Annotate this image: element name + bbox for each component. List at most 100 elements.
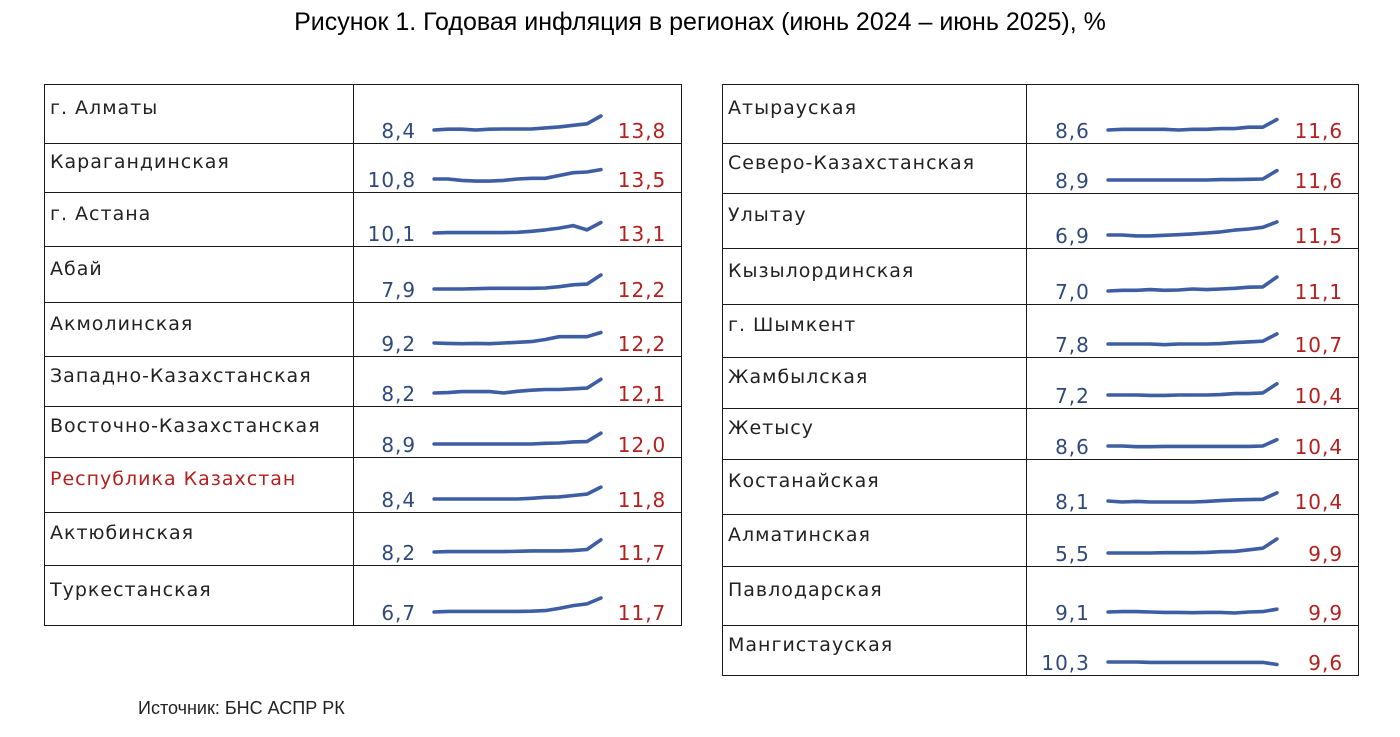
start-value-label: 8,6 — [1055, 119, 1090, 143]
end-value-label: 11,8 — [618, 488, 667, 512]
start-value-label: 6,7 — [381, 601, 416, 625]
sparkline-series — [432, 167, 603, 183]
end-value-label: 11,6 — [1295, 169, 1344, 193]
sparkline-chart: 7,9 12,2 — [381, 273, 667, 302]
start-value-label: 5,5 — [1055, 542, 1090, 566]
start-value-label: 10,1 — [368, 222, 417, 246]
sparkline-series — [432, 431, 603, 446]
trend-cell: 6,7 11,7 — [353, 565, 682, 626]
sparkline-series — [1106, 332, 1279, 347]
sparkline-chart: 10,1 13,1 — [368, 220, 665, 246]
region-name-cell: г. Астана — [44, 192, 354, 247]
table-row: Туркестанская 6,7 11,7 — [44, 565, 682, 626]
end-value-label: 11,7 — [618, 601, 667, 625]
sparkline-series — [1106, 660, 1279, 667]
region-name: Северо-Казахстанская — [728, 151, 976, 174]
sparkline-chart: 8,9 12,0 — [381, 431, 667, 457]
trend-cell: 9,1 9,9 — [1026, 566, 1359, 626]
table-row: Западно-Казахстанская 8,2 12,1 — [44, 356, 682, 407]
table-row: Республика Казахстан 8,4 11,8 — [44, 457, 682, 513]
region-name-cell: Акмолинская — [44, 302, 354, 357]
end-value-label: 9,9 — [1308, 542, 1343, 566]
start-value-label: 9,2 — [381, 332, 416, 356]
sparkline-series — [432, 330, 603, 346]
region-name: Павлодарская — [728, 579, 883, 601]
table-row: Павлодарская 9,1 9,9 — [722, 566, 1359, 626]
table-row: Восточно-Казахстанская 8,9 12,0 — [44, 406, 682, 458]
region-name-cell: Жетысу — [722, 408, 1027, 460]
region-name: Кызылординская — [728, 259, 915, 282]
end-value-label: 12,2 — [618, 278, 667, 302]
end-value-label: 13,5 — [618, 168, 667, 192]
sparkline-series — [1106, 275, 1279, 293]
end-value-label: 9,9 — [1308, 601, 1343, 625]
region-name-cell: г. Алматы — [44, 84, 354, 144]
sparkline-chart: 6,9 11,5 — [1055, 220, 1344, 248]
trend-cell: 8,2 11,7 — [353, 512, 682, 566]
end-value-label: 10,4 — [1295, 435, 1344, 459]
table-row: Жетысу 8,6 10,4 — [722, 408, 1359, 460]
sparkline-chart: 8,4 13,8 — [381, 114, 665, 143]
end-value-label: 10,4 — [1295, 490, 1344, 514]
sparkline-series — [432, 596, 603, 614]
region-name: Жетысу — [728, 417, 814, 439]
region-name-cell: г. Шымкент — [722, 304, 1027, 358]
start-value-label: 6,9 — [1055, 224, 1090, 248]
end-value-label: 12,2 — [618, 332, 667, 356]
end-value-label: 12,0 — [618, 433, 667, 457]
sparkline-chart: 7,2 10,4 — [1055, 382, 1342, 408]
sparkline-series — [432, 220, 603, 235]
table-row: Актюбинская 8,2 11,7 — [44, 512, 682, 566]
table-row: Акмолинская 9,2 12,2 — [44, 302, 682, 357]
region-name: Абай — [50, 257, 103, 280]
table-row: г. Алматы 8,4 13,8 — [44, 84, 682, 144]
region-name: Акмолинская — [50, 312, 194, 335]
region-name-cell: Туркестанская — [44, 565, 354, 626]
sparkline-chart: 5,5 9,9 — [1055, 537, 1343, 566]
start-value-label: 8,6 — [1055, 435, 1090, 459]
sparkline-chart: 9,1 9,9 — [1055, 601, 1343, 625]
table-row: Атырауская 8,6 11,6 — [722, 84, 1359, 144]
start-value-label: 7,0 — [1055, 280, 1090, 304]
region-name: Республика Казахстан — [50, 468, 297, 490]
sparkline-chart: 9,2 12,2 — [381, 330, 667, 356]
start-value-label: 9,1 — [1055, 601, 1090, 625]
trend-cell: 8,2 12,1 — [353, 356, 682, 407]
table-row: Костанайская 8,1 10,4 — [722, 459, 1359, 515]
trend-cell: 8,4 11,8 — [353, 457, 682, 513]
region-name-cell: Мангистауская — [722, 625, 1027, 676]
start-value-label: 8,9 — [381, 433, 416, 457]
table-row: Карагандинская 10,8 13,5 — [44, 143, 682, 193]
trend-cell: 8,6 10,4 — [1026, 408, 1359, 460]
sparkline-series — [1106, 537, 1279, 555]
end-value-label: 11,1 — [1295, 280, 1344, 304]
trend-cell: 10,3 9,6 — [1026, 625, 1359, 676]
sparkline-chart: 6,7 11,7 — [381, 596, 667, 625]
table-row: Абай 7,9 12,2 — [44, 246, 682, 303]
region-name-cell: Жамбылская — [722, 357, 1027, 409]
trend-cell: 9,2 12,2 — [353, 302, 682, 357]
end-value-label: 9,6 — [1308, 651, 1343, 675]
end-value-label: 10,7 — [1295, 333, 1344, 357]
region-name: Мангистауская — [728, 633, 894, 656]
start-value-label: 7,2 — [1055, 384, 1090, 408]
region-name: Туркестанская — [50, 578, 212, 601]
start-value-label: 8,2 — [381, 541, 416, 565]
sparkline-chart: 8,4 11,8 — [381, 485, 667, 512]
table-row: г. Шымкент 7,8 10,7 — [722, 304, 1359, 358]
region-name-cell: Павлодарская — [722, 566, 1027, 626]
sparkline-chart: 7,8 10,7 — [1055, 332, 1344, 357]
region-name: Костанайская — [728, 470, 880, 492]
sparkline-series — [1106, 117, 1279, 132]
start-value-label: 7,8 — [1055, 333, 1090, 357]
sparkline-series — [1106, 491, 1279, 504]
end-value-label: 11,5 — [1295, 224, 1344, 248]
trend-cell: 8,4 13,8 — [353, 84, 682, 144]
regions-table-right: Атырауская 8,6 11,6 Северо-Казахстанская 8,9… — [722, 84, 1359, 676]
start-value-label: 7,9 — [381, 278, 416, 302]
end-value-label: 11,7 — [618, 541, 667, 565]
region-name-cell: Кызылординская — [722, 248, 1027, 305]
trend-cell: 8,6 11,6 — [1026, 84, 1359, 144]
region-name-cell: Костанайская — [722, 459, 1027, 515]
region-name-cell: Западно-Казахстанская — [44, 356, 354, 407]
